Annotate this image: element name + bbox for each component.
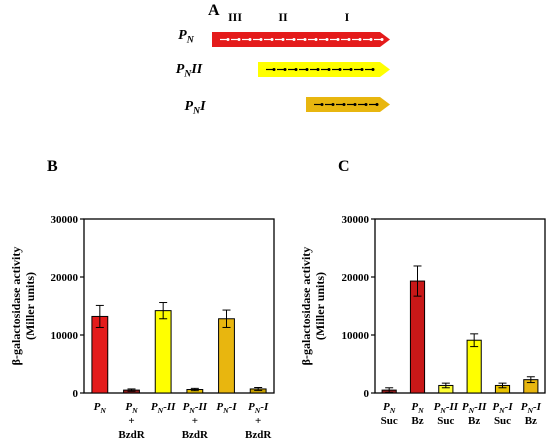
construct-label-3: PNI bbox=[184, 99, 206, 117]
category-sublabel: Suc bbox=[494, 415, 511, 427]
motif-dot bbox=[364, 103, 368, 106]
category-sublabel: Suc bbox=[437, 415, 454, 427]
motif-dot bbox=[316, 68, 320, 71]
y-tick-label: 30000 bbox=[342, 214, 370, 226]
motif-dot bbox=[305, 68, 309, 71]
category-label: PN bbox=[94, 401, 107, 415]
region-label-ii: II bbox=[278, 10, 288, 24]
category-label: PN-II bbox=[434, 401, 459, 415]
motif-dot bbox=[336, 38, 340, 41]
motif-dot bbox=[294, 68, 298, 71]
y-axis-label: β-galactosidase activity bbox=[9, 247, 23, 366]
bar bbox=[466, 339, 482, 394]
bar bbox=[154, 310, 172, 394]
category-sublabel: Bz bbox=[411, 415, 423, 427]
category-label: PN bbox=[383, 401, 396, 415]
category-sublabel: + bbox=[128, 415, 134, 427]
y-axis-unit: (Miller units) bbox=[23, 272, 37, 340]
motif-dot bbox=[272, 68, 276, 71]
bar bbox=[218, 318, 235, 394]
y-tick-label: 30000 bbox=[51, 214, 79, 226]
region-label-iii: III bbox=[228, 10, 242, 24]
motif-dot bbox=[303, 38, 307, 41]
y-tick-label: 10000 bbox=[342, 330, 370, 342]
category-sublabel: + bbox=[255, 415, 261, 427]
category-label: PN-I bbox=[248, 401, 269, 415]
construct-label-1: PN bbox=[178, 28, 195, 46]
motif-dot bbox=[353, 103, 357, 106]
motif-dot bbox=[331, 103, 335, 106]
category-label: PN-I bbox=[492, 401, 513, 415]
y-axis-unit: (Miller units) bbox=[313, 272, 327, 340]
category-label: PN bbox=[411, 401, 424, 415]
plot-frame-b bbox=[83, 218, 275, 394]
motif-dot bbox=[371, 68, 375, 71]
category-label: PN bbox=[125, 401, 138, 415]
motif-dot bbox=[369, 38, 373, 41]
y-tick-label: 0 bbox=[73, 388, 79, 400]
category-label: PN-II bbox=[462, 401, 487, 415]
category-sublabel: Suc bbox=[381, 415, 398, 427]
motif-dot bbox=[349, 68, 353, 71]
motif-dot bbox=[226, 38, 230, 41]
y-tick-label: 20000 bbox=[342, 272, 370, 284]
motif-dot bbox=[283, 68, 287, 71]
bar bbox=[409, 280, 426, 394]
motif-dot bbox=[327, 68, 331, 71]
motif-dot bbox=[237, 38, 241, 41]
plot-frame-c bbox=[374, 218, 546, 394]
motif-dot bbox=[248, 38, 252, 41]
motif-dot bbox=[292, 38, 296, 41]
motif-dot bbox=[358, 38, 362, 41]
motif-dot bbox=[380, 38, 384, 41]
category-sublabel-2: BzdR bbox=[118, 429, 145, 441]
category-sublabel-2: BzdR bbox=[182, 429, 209, 441]
y-tick-label: 0 bbox=[364, 388, 370, 400]
motif-dot bbox=[281, 38, 285, 41]
y-tick-label: 10000 bbox=[51, 330, 79, 342]
category-sublabel: Bz bbox=[468, 415, 480, 427]
motif-dot bbox=[375, 103, 379, 106]
motif-dot bbox=[314, 38, 318, 41]
category-sublabel-2: BzdR bbox=[245, 429, 272, 441]
construct-label-2: PNII bbox=[176, 62, 203, 80]
y-axis-label: β-galactosidase activity bbox=[299, 247, 313, 366]
motif-dot bbox=[325, 38, 329, 41]
panel-label-a: A bbox=[208, 2, 220, 19]
motif-dot bbox=[259, 38, 263, 41]
category-sublabel: Bz bbox=[525, 415, 537, 427]
y-tick-label: 20000 bbox=[51, 272, 79, 284]
category-sublabel: + bbox=[192, 415, 198, 427]
category-label: PN-I bbox=[521, 401, 542, 415]
motif-dot bbox=[338, 68, 342, 71]
motif-dot bbox=[347, 38, 351, 41]
panel-label-b: B bbox=[47, 158, 58, 175]
motif-dot bbox=[320, 103, 324, 106]
category-label: PN-II bbox=[151, 401, 176, 415]
panel-label-c: C bbox=[338, 158, 350, 175]
motif-dot bbox=[360, 68, 364, 71]
region-label-i: I bbox=[345, 10, 350, 24]
category-label: PN-II bbox=[183, 401, 208, 415]
category-label: PN-I bbox=[216, 401, 237, 415]
motif-dot bbox=[270, 38, 274, 41]
motif-dot bbox=[342, 103, 346, 106]
